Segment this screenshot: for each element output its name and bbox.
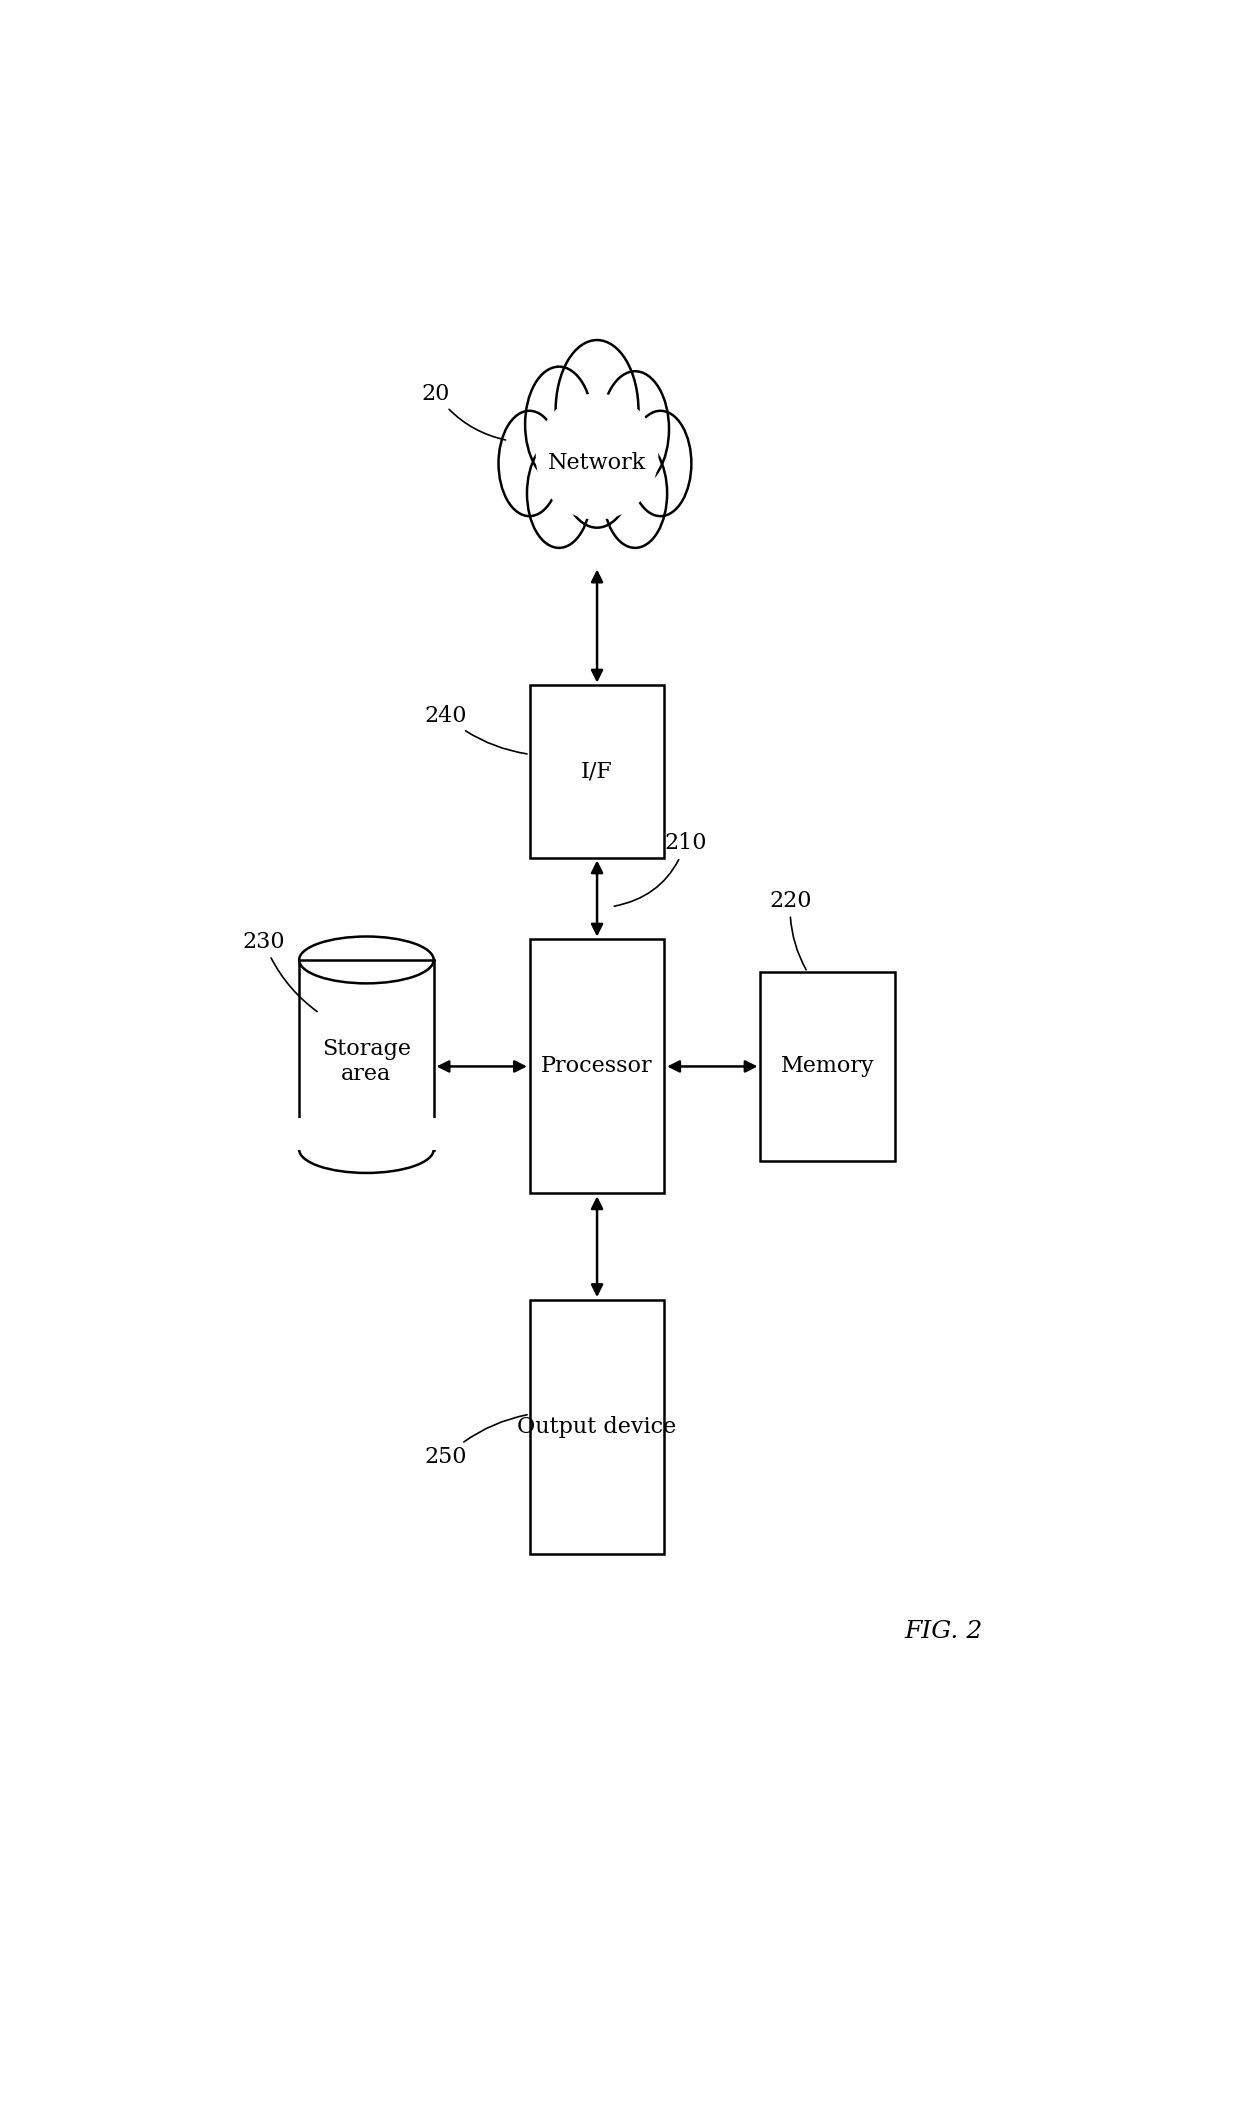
Text: Processor: Processor xyxy=(541,1055,653,1077)
Text: Output device: Output device xyxy=(517,1415,677,1439)
Circle shape xyxy=(525,366,593,483)
Text: 210: 210 xyxy=(614,832,707,907)
Circle shape xyxy=(601,370,670,487)
Ellipse shape xyxy=(299,1126,434,1173)
Text: 240: 240 xyxy=(424,704,527,753)
Circle shape xyxy=(603,438,667,547)
Bar xyxy=(529,1300,665,1553)
Text: 20: 20 xyxy=(422,383,506,440)
Text: FIG. 2: FIG. 2 xyxy=(904,1619,982,1643)
Text: 250: 250 xyxy=(424,1415,527,1468)
Bar xyxy=(289,1117,444,1149)
Bar xyxy=(529,938,665,1194)
Circle shape xyxy=(527,438,591,547)
Text: 230: 230 xyxy=(243,930,317,1011)
Text: Memory: Memory xyxy=(781,1055,874,1077)
Bar xyxy=(529,685,665,858)
Text: Network: Network xyxy=(548,453,646,475)
Bar xyxy=(760,972,895,1160)
Ellipse shape xyxy=(299,936,434,983)
Text: Storage
area: Storage area xyxy=(322,1038,410,1085)
Circle shape xyxy=(556,340,639,481)
Circle shape xyxy=(559,400,635,528)
Circle shape xyxy=(630,411,692,517)
Text: I/F: I/F xyxy=(582,760,613,783)
Circle shape xyxy=(498,411,560,517)
Ellipse shape xyxy=(536,394,658,519)
Bar xyxy=(299,960,434,1149)
Text: 220: 220 xyxy=(769,890,811,970)
